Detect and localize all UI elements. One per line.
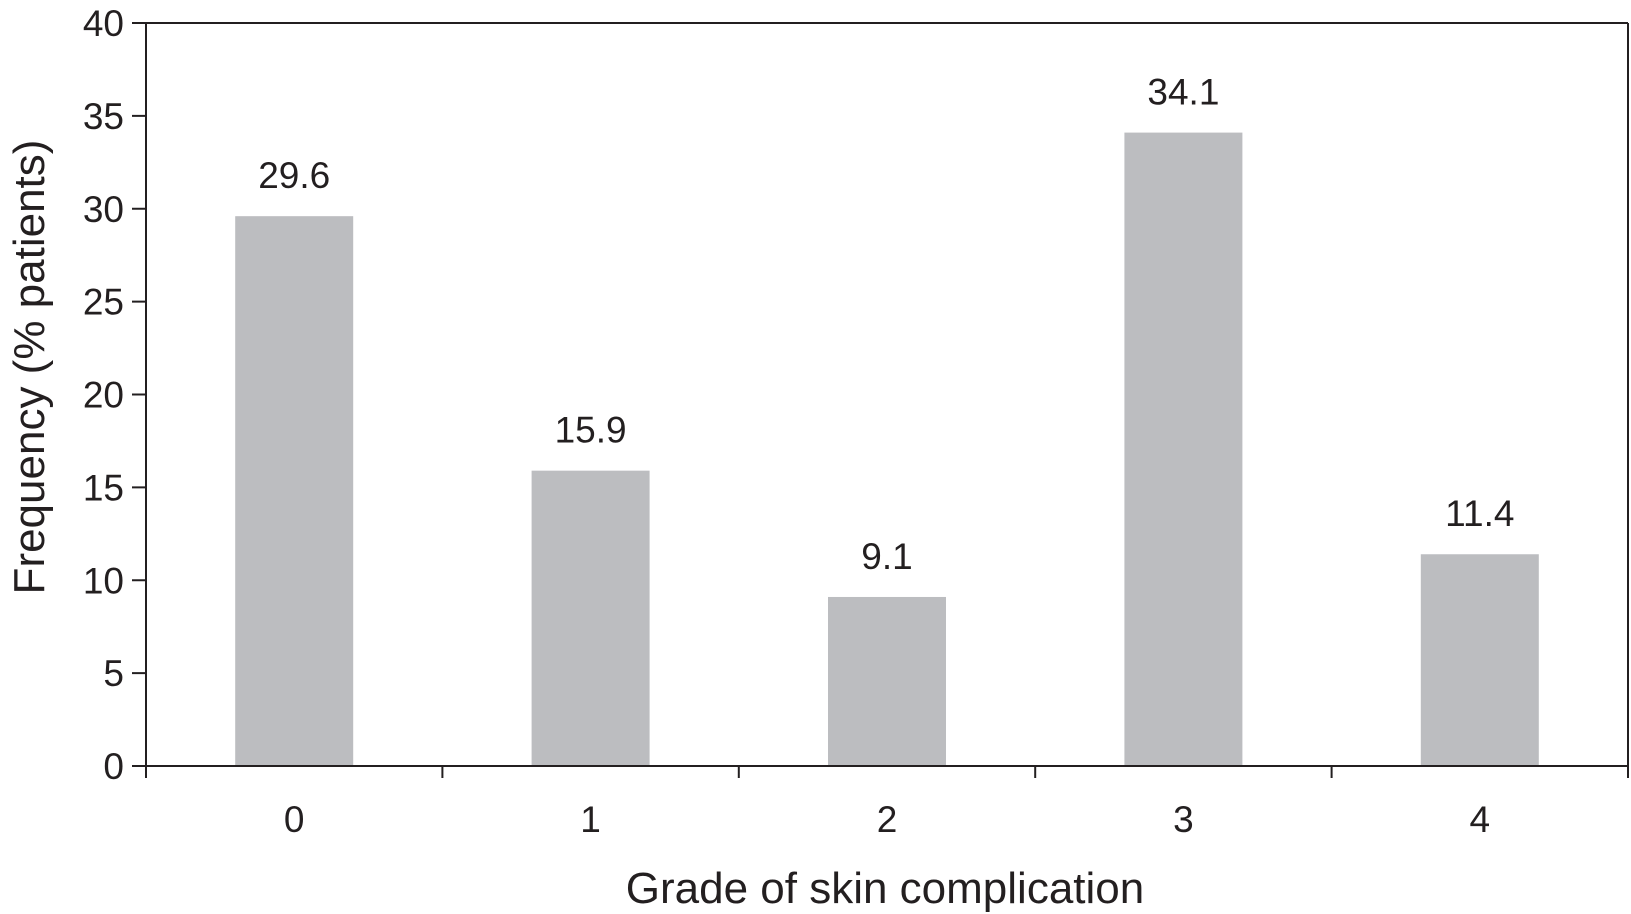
y-tick-label-35: 35 xyxy=(83,96,124,137)
y-tick-label-0: 0 xyxy=(103,746,124,787)
x-tick-label-4: 4 xyxy=(1470,799,1491,840)
x-tick-label-0: 0 xyxy=(284,799,305,840)
x-tick-label-3: 3 xyxy=(1173,799,1194,840)
x-axis-label: Grade of skin complication xyxy=(626,864,1144,913)
x-tick-label-1: 1 xyxy=(580,799,601,840)
x-tick-label-2: 2 xyxy=(877,799,898,840)
bar-0 xyxy=(235,216,354,766)
x-ticks: 0 1 2 3 4 xyxy=(145,766,1629,840)
y-tick-label-15: 15 xyxy=(83,467,124,508)
y-tick-label-10: 10 xyxy=(83,560,124,601)
data-label-3: 34.1 xyxy=(1147,72,1219,113)
y-tick-label-25: 25 xyxy=(83,282,124,323)
y-ticks: 0 5 10 15 20 25 30 35 40 xyxy=(83,3,146,787)
data-label-2: 9.1 xyxy=(861,536,912,577)
bar-4 xyxy=(1420,554,1539,766)
y-axis-label: Frequency (% patients) xyxy=(5,140,54,595)
bar-3 xyxy=(1124,132,1243,766)
y-tick-label-5: 5 xyxy=(103,653,124,694)
y-tick-label-40: 40 xyxy=(83,3,124,44)
data-labels: 29.6 15.9 9.1 34.1 11.4 xyxy=(258,72,1514,577)
data-label-4: 11.4 xyxy=(1445,493,1514,534)
bars xyxy=(235,132,1539,766)
data-label-0: 29.6 xyxy=(258,155,330,196)
bar-2 xyxy=(828,596,946,766)
bar-1 xyxy=(531,470,650,766)
data-label-1: 15.9 xyxy=(555,410,627,451)
y-tick-label-20: 20 xyxy=(83,375,124,416)
y-tick-label-30: 30 xyxy=(83,189,124,230)
